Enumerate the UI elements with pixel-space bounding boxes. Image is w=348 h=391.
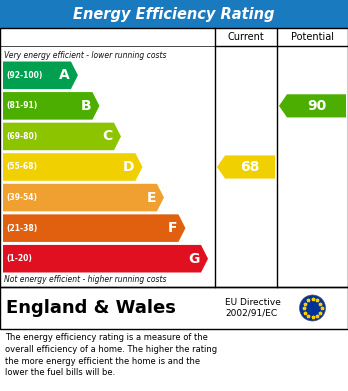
Bar: [0, 287, 348, 329]
Text: D: D: [123, 160, 134, 174]
Polygon shape: [3, 92, 100, 120]
Text: Energy Efficiency Rating: Energy Efficiency Rating: [73, 7, 275, 22]
Text: (92-100): (92-100): [6, 71, 42, 80]
Bar: [0, 0, 348, 28]
Text: 68: 68: [240, 160, 260, 174]
Bar: [0, 287, 348, 329]
Text: 90: 90: [307, 99, 326, 113]
Text: E: E: [147, 190, 156, 204]
Text: (1-20): (1-20): [6, 254, 32, 263]
Text: A: A: [59, 68, 70, 82]
Polygon shape: [3, 245, 208, 273]
Bar: [0, 28, 348, 287]
Text: (39-54): (39-54): [6, 193, 37, 202]
Polygon shape: [279, 94, 346, 117]
Text: Very energy efficient - lower running costs: Very energy efficient - lower running co…: [4, 50, 166, 59]
Polygon shape: [3, 123, 121, 150]
Text: (55-68): (55-68): [6, 163, 37, 172]
Circle shape: [300, 295, 325, 321]
Text: Potential: Potential: [291, 32, 334, 42]
Text: The energy efficiency rating is a measure of the
overall efficiency of a home. T: The energy efficiency rating is a measur…: [5, 333, 217, 377]
Polygon shape: [3, 214, 185, 242]
Text: (81-91): (81-91): [6, 101, 37, 110]
Text: Not energy efficient - higher running costs: Not energy efficient - higher running co…: [4, 276, 166, 285]
Text: B: B: [81, 99, 92, 113]
Text: C: C: [103, 129, 113, 143]
Text: F: F: [168, 221, 177, 235]
Text: Current: Current: [228, 32, 264, 42]
Polygon shape: [3, 61, 78, 89]
Polygon shape: [3, 184, 164, 212]
Polygon shape: [217, 155, 275, 179]
Text: England & Wales: England & Wales: [6, 299, 176, 317]
Text: (21-38): (21-38): [6, 224, 37, 233]
Polygon shape: [3, 153, 142, 181]
Text: G: G: [189, 252, 200, 266]
Text: EU Directive
2002/91/EC: EU Directive 2002/91/EC: [225, 298, 281, 318]
Text: (69-80): (69-80): [6, 132, 37, 141]
